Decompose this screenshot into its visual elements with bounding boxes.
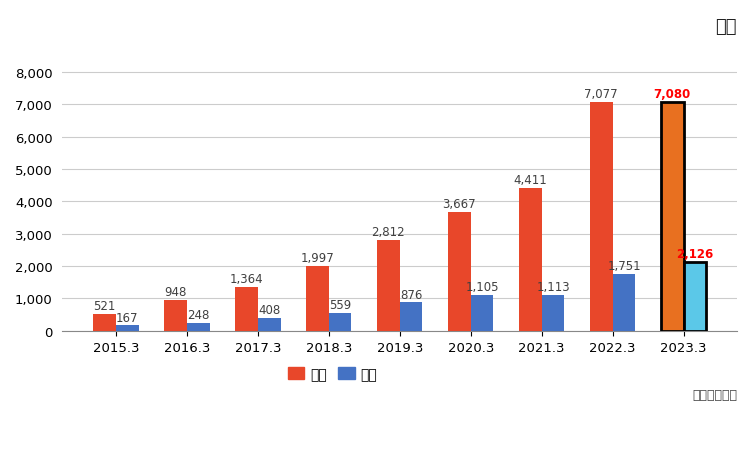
- Bar: [377, 240, 400, 331]
- Bar: [541, 295, 565, 331]
- Text: 559: 559: [329, 298, 351, 311]
- Bar: [329, 313, 351, 331]
- Text: 1,105: 1,105: [465, 281, 499, 294]
- Text: 248: 248: [187, 308, 209, 321]
- Text: 4,411: 4,411: [514, 174, 547, 187]
- Text: 3,667: 3,667: [442, 198, 476, 211]
- Bar: [613, 275, 635, 331]
- Bar: [519, 189, 541, 331]
- Text: 876: 876: [400, 288, 423, 301]
- Text: 2,812: 2,812: [371, 226, 405, 239]
- Bar: [448, 212, 471, 331]
- Text: 2,126: 2,126: [676, 248, 714, 261]
- Bar: [116, 326, 138, 331]
- Text: 1,364: 1,364: [229, 272, 263, 285]
- Text: 7,080: 7,080: [653, 87, 691, 101]
- Bar: [186, 323, 210, 331]
- Bar: [471, 295, 493, 331]
- Bar: [590, 102, 613, 331]
- Bar: [235, 287, 258, 331]
- Text: 1,751: 1,751: [607, 260, 641, 273]
- Text: 7,077: 7,077: [584, 88, 618, 101]
- Text: 948: 948: [164, 285, 186, 299]
- Text: 予想: 予想: [715, 18, 737, 36]
- Text: 1,113: 1,113: [536, 281, 570, 293]
- Bar: [684, 262, 706, 331]
- Bar: [400, 303, 423, 331]
- Text: 521: 521: [93, 299, 116, 313]
- Bar: [258, 318, 280, 331]
- Bar: [164, 300, 186, 331]
- Text: 408: 408: [258, 303, 280, 316]
- Text: 167: 167: [116, 311, 138, 324]
- Bar: [306, 267, 329, 331]
- Text: 単位：百万円: 単位：百万円: [692, 388, 737, 401]
- Legend: 売上, 経常: 売上, 経常: [282, 362, 382, 387]
- Bar: [93, 314, 116, 331]
- Text: 1,997: 1,997: [301, 252, 335, 265]
- Bar: [661, 102, 684, 331]
